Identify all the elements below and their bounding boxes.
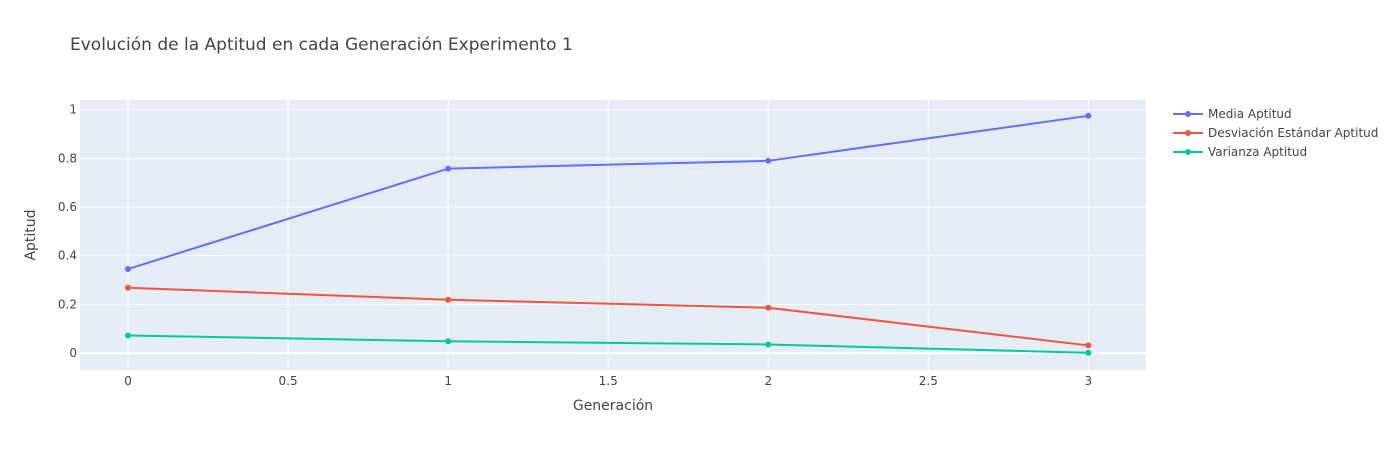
data-point[interactable] — [445, 165, 452, 172]
data-point[interactable] — [1085, 112, 1092, 119]
legend-marker — [1185, 149, 1191, 155]
data-point[interactable] — [445, 338, 452, 345]
y-tick-label: 1 — [69, 103, 77, 117]
x-tick-label: 2 — [764, 374, 772, 388]
legend[interactable]: Media Aptitud Desviación Estándar Aptitud… — [1173, 107, 1378, 159]
series-line-2 — [127, 334, 1089, 354]
series-line-0 — [127, 114, 1089, 271]
x-axis-title: Generación — [573, 398, 653, 414]
series-line-1 — [127, 286, 1089, 347]
y-tick-label: 0.6 — [58, 200, 77, 214]
x-tick-label: 0.5 — [279, 374, 298, 388]
y-tick-label: 0.8 — [58, 151, 77, 165]
data-point[interactable] — [125, 266, 132, 273]
x-tick-label: 0 — [124, 374, 132, 388]
y-axis-title: Aptitud — [23, 209, 39, 260]
plot-area — [80, 100, 1146, 370]
x-axis-ticks: 0 0.5 1 1.5 2 2.5 3 — [124, 374, 1092, 388]
legend-item-0[interactable]: Media Aptitud — [1173, 107, 1292, 121]
data-point[interactable] — [765, 304, 772, 311]
data-point[interactable] — [1085, 342, 1092, 349]
data-point[interactable] — [1085, 349, 1092, 356]
series-layer — [125, 112, 1092, 356]
x-tick-label: 1.5 — [599, 374, 618, 388]
data-point[interactable] — [125, 332, 132, 339]
legend-marker — [1185, 111, 1191, 117]
x-tick-label: 3 — [1085, 374, 1093, 388]
x-tick-label: 2.5 — [919, 374, 938, 388]
legend-label: Varianza Aptitud — [1208, 145, 1307, 159]
y-axis-ticks: 0 0.2 0.4 0.6 0.8 1 — [58, 103, 77, 360]
y-tick-label: 0.2 — [58, 297, 77, 311]
data-point[interactable] — [765, 157, 772, 164]
legend-marker — [1185, 130, 1191, 136]
data-point[interactable] — [445, 296, 452, 303]
y-tick-label: 0 — [69, 346, 77, 360]
data-point[interactable] — [125, 284, 132, 291]
data-point[interactable] — [765, 341, 772, 348]
y-tick-label: 0.4 — [58, 249, 77, 263]
chart-title: Evolución de la Aptitud en cada Generaci… — [70, 35, 573, 55]
legend-item-2[interactable]: Varianza Aptitud — [1173, 145, 1307, 159]
x-tick-label: 1 — [444, 374, 452, 388]
legend-label: Desviación Estándar Aptitud — [1208, 126, 1378, 140]
legend-label: Media Aptitud — [1208, 107, 1292, 121]
legend-item-1[interactable]: Desviación Estándar Aptitud — [1173, 126, 1378, 140]
